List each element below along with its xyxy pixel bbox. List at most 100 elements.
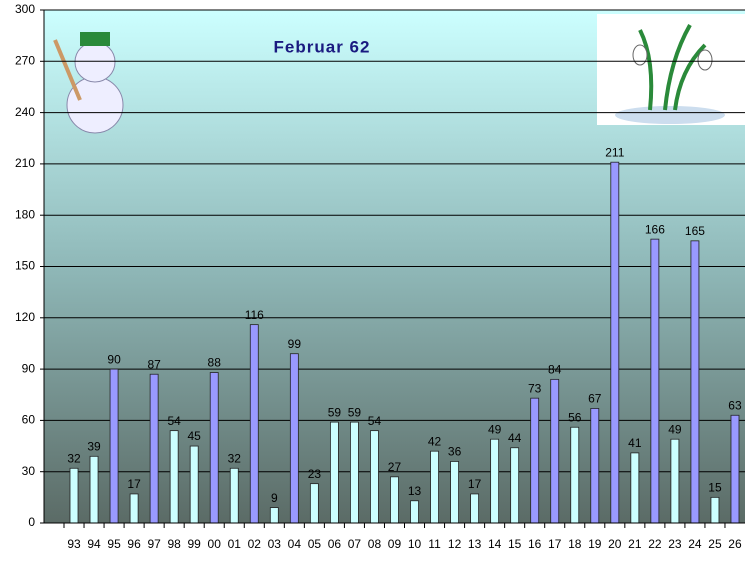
x-tick-label: 95 xyxy=(107,537,121,551)
x-tick-label: 14 xyxy=(488,537,502,551)
y-tick-label: 90 xyxy=(22,361,36,375)
bar xyxy=(189,445,199,524)
bar xyxy=(490,438,500,524)
data-label: 32 xyxy=(228,451,242,465)
y-tick-label: 120 xyxy=(15,310,35,324)
bar xyxy=(630,452,640,524)
y-tick-label: 180 xyxy=(15,207,35,221)
x-tick-label: 22 xyxy=(648,537,662,551)
bar xyxy=(69,467,79,524)
bar xyxy=(249,324,259,524)
x-tick-label: 04 xyxy=(288,537,302,551)
bar xyxy=(109,368,119,524)
x-tick-label: 93 xyxy=(67,537,81,551)
x-tick-label: 99 xyxy=(188,537,202,551)
data-label: 42 xyxy=(428,434,442,448)
x-tick-label: 00 xyxy=(208,537,222,551)
data-label: 73 xyxy=(528,381,542,395)
x-tick-label: 24 xyxy=(688,537,702,551)
data-label: 41 xyxy=(628,436,642,450)
x-tick-label: 16 xyxy=(528,537,542,551)
x-tick-label: 08 xyxy=(368,537,382,551)
data-label: 49 xyxy=(668,422,682,436)
data-label: 23 xyxy=(308,467,322,481)
bar xyxy=(209,372,219,524)
bar xyxy=(570,426,580,524)
data-label: 166 xyxy=(645,222,665,236)
data-label: 87 xyxy=(147,357,161,371)
x-tick-label: 10 xyxy=(408,537,422,551)
x-tick-label: 19 xyxy=(588,537,602,551)
bar xyxy=(710,496,720,524)
data-label: 17 xyxy=(127,477,141,491)
data-label: 54 xyxy=(368,414,382,428)
data-label: 45 xyxy=(188,429,202,443)
bar xyxy=(650,238,660,524)
y-tick-label: 210 xyxy=(15,156,35,170)
bar xyxy=(229,467,239,524)
data-label: 67 xyxy=(588,392,602,406)
data-label: 59 xyxy=(328,405,342,419)
data-label: 116 xyxy=(245,308,264,322)
bar xyxy=(530,397,540,524)
data-label: 54 xyxy=(167,414,181,428)
x-tick-label: 17 xyxy=(548,537,562,551)
data-label: 165 xyxy=(685,224,705,238)
data-label: 49 xyxy=(488,422,502,436)
bar xyxy=(610,161,620,524)
bar xyxy=(470,493,480,524)
y-tick-label: 150 xyxy=(15,259,35,273)
bar xyxy=(510,447,520,524)
x-tick-label: 12 xyxy=(448,537,462,551)
bar xyxy=(410,500,419,524)
bar xyxy=(670,438,680,524)
x-tick-label: 18 xyxy=(568,537,582,551)
bar xyxy=(390,476,399,524)
data-label: 9 xyxy=(271,491,278,505)
x-tick-label: 02 xyxy=(248,537,262,551)
bar xyxy=(350,421,359,524)
y-tick-label: 300 xyxy=(15,2,35,16)
data-label: 88 xyxy=(208,356,222,370)
bar xyxy=(730,414,740,524)
data-label: 13 xyxy=(408,484,422,498)
x-tick-label: 20 xyxy=(608,537,622,551)
bar xyxy=(269,507,279,524)
bar xyxy=(450,461,459,524)
data-label: 56 xyxy=(568,410,582,424)
y-tick-label: 270 xyxy=(15,53,35,67)
bar xyxy=(89,455,99,524)
y-tick-label: 60 xyxy=(22,413,36,427)
x-tick-label: 25 xyxy=(708,537,722,551)
snowman xyxy=(53,32,124,134)
x-tick-label: 11 xyxy=(428,537,441,551)
data-label: 211 xyxy=(605,145,624,159)
x-tick-label: 09 xyxy=(388,537,402,551)
x-tick-label: 01 xyxy=(228,537,242,551)
bar xyxy=(550,378,560,524)
data-label: 90 xyxy=(107,352,121,366)
x-tick-label: 26 xyxy=(728,537,742,551)
data-label: 59 xyxy=(348,405,362,419)
snowdrops xyxy=(597,14,745,125)
bar xyxy=(329,421,339,524)
data-label: 99 xyxy=(288,337,302,351)
data-label: 84 xyxy=(548,363,562,377)
x-tick-label: 05 xyxy=(308,537,322,551)
data-label: 17 xyxy=(468,477,482,491)
y-tick-label: 30 xyxy=(22,464,36,478)
bar xyxy=(430,450,439,524)
y-tick-label: 0 xyxy=(28,515,35,529)
bar xyxy=(690,240,700,524)
bar xyxy=(289,353,299,524)
bar xyxy=(309,483,319,524)
x-tick-label: 03 xyxy=(268,537,282,551)
x-tick-label: 06 xyxy=(328,537,342,551)
y-tick-label: 240 xyxy=(15,105,35,119)
data-label: 36 xyxy=(448,445,462,459)
data-label: 39 xyxy=(87,439,101,453)
data-label: 63 xyxy=(728,398,742,412)
x-tick-label: 98 xyxy=(167,537,181,551)
x-tick-label: 21 xyxy=(628,537,642,551)
bar xyxy=(129,493,139,524)
